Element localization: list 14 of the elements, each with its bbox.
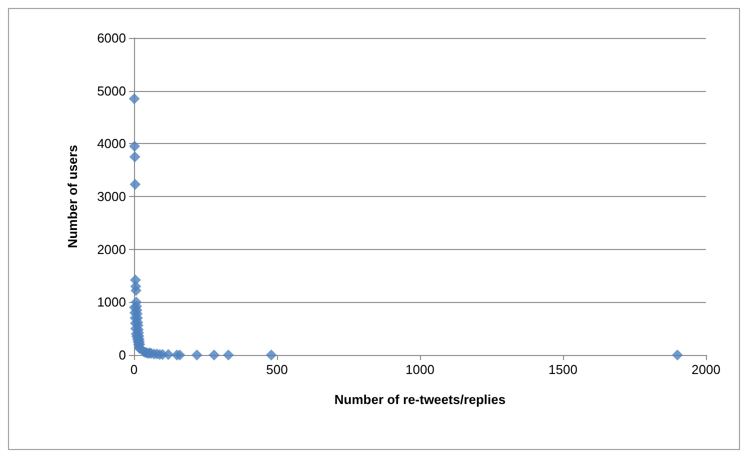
y-tick-label: 2000 xyxy=(97,242,126,257)
y-tick-label: 3000 xyxy=(97,189,126,204)
y-tick-label: 4000 xyxy=(97,136,126,152)
y-tick-label: 0 xyxy=(118,348,126,362)
x-tick-label: 1500 xyxy=(548,362,578,377)
x-tick-label: 500 xyxy=(266,362,288,377)
x-tick-label: 0 xyxy=(130,362,138,377)
x-tick-label: 2000 xyxy=(692,362,720,377)
x-axis-title: Number of re-tweets/replies xyxy=(334,392,506,407)
y-tick-label: 5000 xyxy=(97,83,126,98)
x-tick-label: 1000 xyxy=(406,362,434,377)
y-tick-label: 6000 xyxy=(97,30,126,46)
y-axis-title: Number of users xyxy=(65,144,80,248)
y-tick-label: 1000 xyxy=(97,294,126,310)
